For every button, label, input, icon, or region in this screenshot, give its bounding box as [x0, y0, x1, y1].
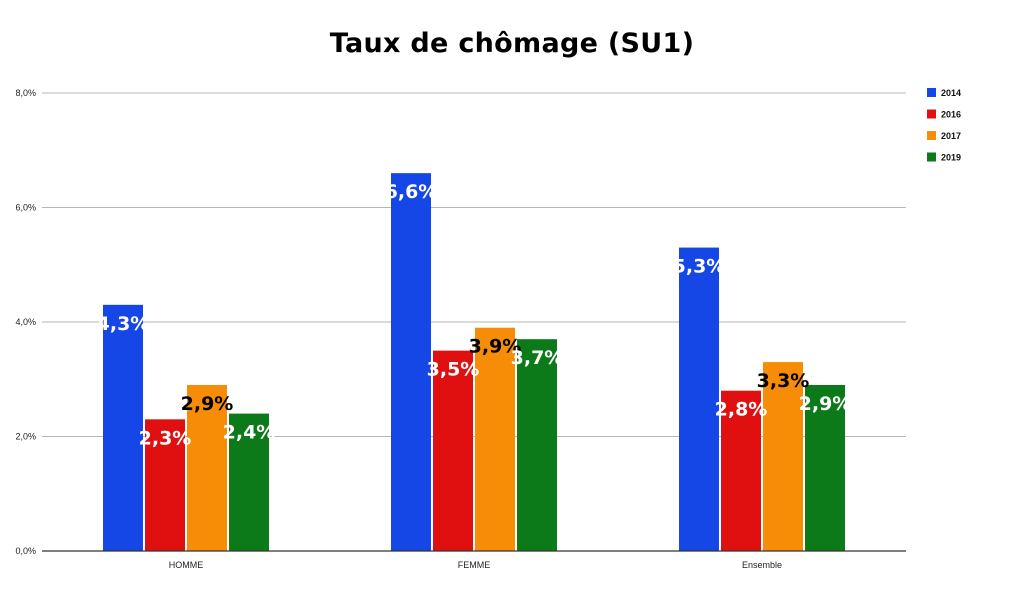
legend-swatch-2016 — [927, 109, 936, 119]
bar-2014-femme — [391, 173, 431, 551]
data-label: 2,8% — [715, 399, 768, 421]
data-label: 2,3% — [139, 427, 192, 449]
bar-2019-homme — [229, 413, 269, 551]
legend-label: 2016 — [941, 110, 961, 120]
data-label: 3,9% — [469, 336, 522, 358]
bar-2014-ensemble — [679, 247, 719, 551]
bars — [103, 173, 845, 551]
bar-2017-homme — [187, 384, 227, 551]
data-label: 2,9% — [181, 393, 234, 415]
y-tick-label: 6,0% — [15, 203, 36, 213]
x-tick-label: FEMME — [458, 560, 491, 570]
x-tick-label: HOMME — [169, 560, 204, 570]
legend-label: 2019 — [941, 153, 961, 163]
y-tick-label: 8,0% — [15, 88, 36, 98]
bar-2017-ensemble — [763, 362, 803, 551]
legend-label: 2017 — [941, 131, 961, 141]
legend-swatch-2014 — [927, 88, 936, 97]
bar-2019-ensemble — [805, 384, 845, 551]
data-label: 3,5% — [427, 359, 480, 381]
bar-2019-femme — [517, 339, 557, 551]
data-label: 2,4% — [223, 422, 276, 444]
axes: 0,0% 2,0% 4,0% 6,0% 8,0% HOMME FEMME Ensemble — [15, 88, 906, 570]
bar-2017-femme — [475, 327, 515, 551]
data-label: 4,3% — [97, 313, 150, 335]
data-label: 6,6% — [385, 181, 438, 203]
bar-2016-homme — [145, 419, 185, 551]
bar-2014-homme — [103, 304, 143, 551]
legend-swatch-2017 — [927, 131, 936, 140]
legend-label: 2014 — [941, 88, 961, 98]
x-tick-label: Ensemble — [742, 560, 782, 570]
data-label: 3,7% — [511, 347, 564, 369]
data-labels: 4,3% 2,3% 2,9% 2,4% 6,6% 3,5%3,9%3,7% 5,3% 2,8%… — [97, 181, 852, 449]
data-label: 2,9% — [799, 393, 852, 415]
bar-2016-femme — [433, 350, 473, 551]
y-tick-label: 4,0% — [15, 317, 36, 327]
y-tick-label: 2,0% — [15, 432, 36, 442]
chart-title: Taux de chômage (SU1) — [329, 28, 695, 59]
data-label: 5,3% — [673, 256, 726, 278]
gridlines — [42, 92, 906, 437]
y-tick-label: 0,0% — [15, 546, 36, 556]
data-label: 3,3% — [757, 370, 810, 392]
legend-swatch-2019 — [927, 152, 936, 162]
legend: 2014 2016 2017 2019 — [927, 88, 961, 163]
bar-2016-ensemble — [721, 390, 761, 551]
